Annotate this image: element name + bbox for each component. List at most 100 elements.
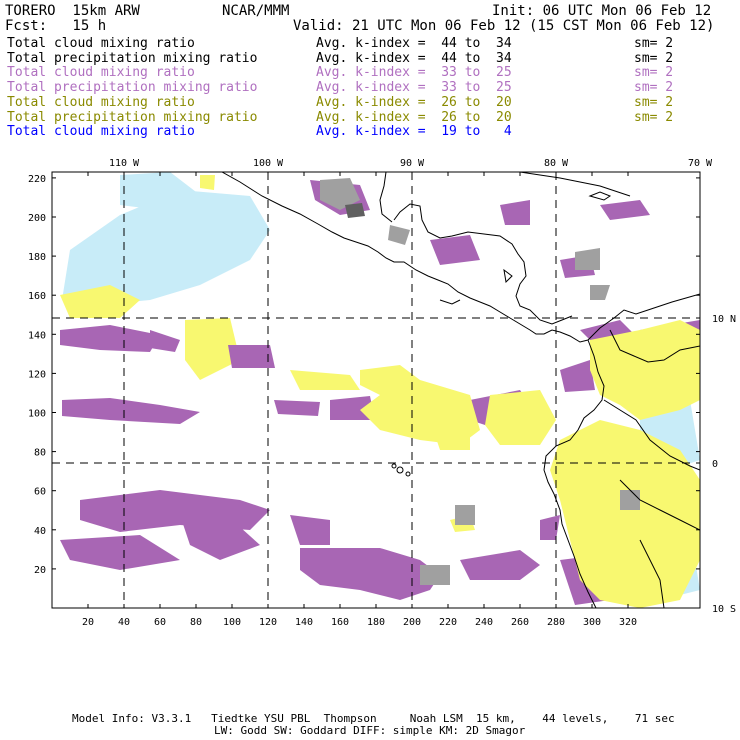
legend-smoothing: sm= 2 [634,94,674,110]
longitude-label: 110 W [109,158,140,169]
legend-smoothing: sm= 2 [634,65,674,81]
purple-cloud-region [180,515,260,560]
gray-cloud-region [590,285,610,300]
valid-time: Valid: 21 UTC Mon 06 Feb 12 (15 CST Mon … [293,18,715,34]
x-tick-label: 120 [259,617,277,628]
legend-smoothing: sm= 2 [634,50,674,66]
x-tick-label: 300 [583,617,601,628]
legend-field-label: Total cloud mixing ratio [7,36,195,51]
purple-cloud-region [150,330,180,352]
legend-smoothing: sm= 2 [634,109,674,125]
yellow-cloud-region [60,285,140,318]
purple-cloud-region [60,535,180,570]
cloud-fields [60,172,700,608]
yellow-cloud-region [185,318,240,380]
legend-kindex-range: Avg. k-index = 19 to 4 [316,124,512,140]
purple-cloud-region [228,345,275,368]
x-tick-label: 160 [331,617,349,628]
y-tick-label: 140 [28,330,46,341]
longitude-label: 80 W [544,158,569,169]
coastlines [221,172,700,608]
y-tick-label: 20 [34,565,46,576]
yellow-cloud-region [290,370,360,390]
legend-smoothing: sm= 2 [634,36,674,51]
legend-field-label: Total cloud mixing ratio [7,65,195,81]
purple-cloud-region [62,398,200,424]
yellow-cloud-region [550,420,700,608]
x-tick-label: 20 [82,617,94,628]
legend-field-label: Total precipitation mixing ratio [7,109,258,125]
x-tick-label: 100 [223,617,241,628]
longitude-label: 70 W [688,158,713,169]
purple-cloud-region [500,200,530,225]
yellow-cloud-region [485,390,556,445]
x-tick-label: 60 [154,617,166,628]
x-tick-label: 240 [475,617,493,628]
model-info-line: Model Info: V3.3.1 Tiedtke YSU PBL Thomp… [72,712,675,725]
forecast-hour: Fcst: 15 h [5,18,107,34]
yellow-cloud-region [430,420,470,450]
physics-info-line: LW: Godd SW: Goddard DIFF: simple KM: 2D… [214,724,526,737]
latitude-label: 10 S [712,604,736,615]
latitude-label: 0 [712,459,718,470]
lightblue-cloud-region [62,190,270,305]
x-tick-label: 200 [403,617,421,628]
legend-smoothing: sm= 2 [634,80,674,96]
purple-cloud-region [430,235,480,265]
purple-cloud-region [540,515,560,540]
purple-cloud-region [300,548,440,600]
legend-field-label: Total precipitation mixing ratio [7,80,258,96]
y-tick-label: 40 [34,526,46,537]
purple-cloud-region [560,360,595,392]
x-tick-label: 180 [367,617,385,628]
gray-cloud-region [620,490,640,510]
y-tick-label: 180 [28,252,46,263]
x-tick-label: 40 [118,617,130,628]
legend-kindex-range: Avg. k-index = 33 to 25 [316,80,512,96]
purple-cloud-region [60,325,160,352]
legend-kindex-range: Avg. k-index = 26 to 20 [316,94,512,110]
legend-field-label: Total cloud mixing ratio [7,124,195,140]
axis-ticks [52,172,700,608]
legend-field-label: Total precipitation mixing ratio [7,50,258,66]
lightblue-cloud-region [120,172,200,210]
x-tick-label: 80 [190,617,202,628]
gray-cloud-region [320,178,360,210]
legend-kindex-range: Avg. k-index = 44 to 34 [316,50,512,66]
purple-cloud-region [274,400,320,416]
latitude-label: 10 N [712,314,736,325]
purple-cloud-region [80,490,270,532]
legend-kindex-range: Avg. k-index = 44 to 34 [316,36,512,51]
axis-labels: 20 40 60 80 100 120 140 160 180 200 220 240 260 280 30… [28,158,736,628]
gray-cloud-region [420,565,450,585]
x-tick-label: 280 [547,617,565,628]
legend-field-label: Total cloud mixing ratio [7,94,195,110]
yellow-cloud-region [200,175,215,190]
model-title: TORERO 15km ARW [5,3,140,19]
x-tick-label: 140 [295,617,313,628]
y-tick-label: 80 [34,448,46,459]
y-tick-label: 60 [34,487,46,498]
purple-cloud-region [290,515,330,545]
x-tick-label: 320 [619,617,637,628]
gray-cloud-region [575,248,600,270]
y-tick-label: 100 [28,409,46,420]
longitude-label: 100 W [253,158,284,169]
x-tick-label: 260 [511,617,529,628]
purple-cloud-region [600,200,650,220]
legend-kindex-range: Avg. k-index = 26 to 20 [316,109,512,125]
init-time: Init: 06 UTC Mon 06 Feb 12 [492,3,712,19]
organization-label: NCAR/MMM [222,3,290,19]
darkgray-cloud-region [345,203,365,218]
legend-kindex-range: Avg. k-index = 33 to 25 [316,65,512,81]
y-tick-label: 160 [28,291,46,302]
y-tick-label: 200 [28,213,46,224]
lat-lon-grid [52,172,700,608]
longitude-label: 90 W [400,158,425,169]
purple-cloud-region [330,396,375,420]
y-tick-label: 120 [28,369,46,380]
y-tick-label: 220 [28,174,46,185]
gray-cloud-region [455,505,475,525]
purple-cloud-region [460,550,540,580]
